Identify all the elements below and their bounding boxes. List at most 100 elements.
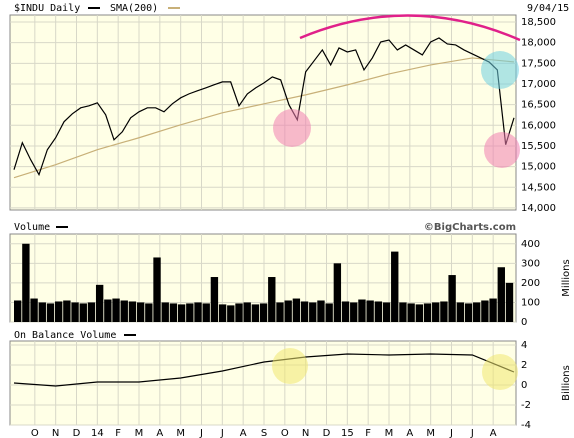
volume-bar xyxy=(218,304,227,322)
x-tick-label: D xyxy=(73,428,81,438)
volume-bar xyxy=(415,304,424,322)
volume-bar xyxy=(341,301,350,322)
x-tick-label: M xyxy=(385,428,394,438)
volume-bar xyxy=(202,303,210,322)
volume-bar xyxy=(366,300,374,322)
volume-bar xyxy=(448,275,456,322)
x-tick-label: N xyxy=(302,428,309,438)
x-tick-label: A xyxy=(406,428,413,438)
mark-layer xyxy=(13,37,515,387)
x-tick-label: J xyxy=(199,428,203,438)
x-tick-label: A xyxy=(490,428,497,438)
volume-bar xyxy=(169,303,178,322)
volume-bar xyxy=(423,303,432,322)
volume-bar xyxy=(464,303,473,322)
x-tick-label: A xyxy=(156,428,163,438)
y-tick-label: 15,500 xyxy=(521,141,556,152)
volume-bar xyxy=(161,302,169,322)
volume-bar xyxy=(276,302,284,322)
x-tick-label: F xyxy=(365,428,371,438)
price-panel xyxy=(9,14,517,211)
volume-bar xyxy=(128,301,137,322)
price-line xyxy=(13,37,515,177)
watermark: ©BigCharts.com xyxy=(424,222,516,233)
volume-bar xyxy=(505,282,514,322)
volume-bar xyxy=(473,302,481,322)
volume-bar xyxy=(54,301,63,322)
volume-bar xyxy=(46,303,55,322)
highlight-circle xyxy=(482,354,518,390)
volume-bar xyxy=(30,298,38,322)
volume-bar xyxy=(153,257,161,322)
legend-label: $INDU Daily xyxy=(14,3,80,14)
volume-bar xyxy=(87,302,96,322)
y-tick-label: 17,000 xyxy=(521,79,556,90)
volume-bar xyxy=(104,299,112,322)
volume-bar xyxy=(382,302,391,322)
y-tick-label: 0 xyxy=(521,380,527,391)
volume-bar xyxy=(210,277,219,322)
volume-bar xyxy=(399,302,407,322)
y-axis-label: Billions xyxy=(561,365,572,401)
volume-bar xyxy=(38,302,46,322)
y-tick-label: 14,500 xyxy=(521,182,556,193)
x-tick-label: M xyxy=(426,428,435,438)
y-tick-label: 14,000 xyxy=(521,203,556,214)
x-tick-label: O xyxy=(31,428,39,438)
y-tick-label: 4 xyxy=(521,340,527,351)
y-tick-label: 2 xyxy=(521,360,527,371)
date-label: 9/04/15 xyxy=(527,3,569,14)
x-tick-label: 14 xyxy=(91,428,104,438)
y-tick-label: 17,500 xyxy=(521,58,556,69)
volume-bar xyxy=(333,263,342,322)
highlight-circle xyxy=(272,348,308,384)
volume-bar xyxy=(112,298,120,322)
volume-bar xyxy=(136,302,145,322)
y-axis-label: Millions xyxy=(561,259,572,296)
volume-bar xyxy=(95,284,104,322)
volume-bar xyxy=(120,300,128,322)
y-tick-label: -2 xyxy=(521,400,531,411)
volume-bar xyxy=(145,303,153,322)
volume-bar xyxy=(456,302,464,322)
volume-bar xyxy=(227,305,235,322)
legend-label: SMA(200) xyxy=(110,3,158,14)
volume-bar xyxy=(235,303,243,322)
volume-bar xyxy=(177,304,186,322)
volume-bar xyxy=(432,302,440,322)
volume-bar xyxy=(317,300,325,322)
highlight-circle xyxy=(484,132,520,168)
y-tick-label: 100 xyxy=(521,297,540,308)
highlight-circle xyxy=(481,51,519,89)
price-line xyxy=(13,353,515,387)
volume-bar xyxy=(71,302,79,322)
volume-bar xyxy=(325,303,333,322)
volume-bar xyxy=(259,303,268,322)
volume-bar xyxy=(440,301,448,322)
y-tick-label: 0 xyxy=(521,317,527,328)
x-tick-label: M xyxy=(176,428,185,438)
volume-bar xyxy=(63,300,71,322)
y-tick-label: 16,500 xyxy=(521,100,556,111)
x-tick-label: J xyxy=(470,428,474,438)
volume-bar xyxy=(391,251,399,322)
y-tick-label: 15,000 xyxy=(521,162,556,173)
volume-bar xyxy=(22,243,30,322)
volume-bar xyxy=(407,303,415,322)
volume-bar xyxy=(358,299,366,322)
y-tick-label: 18,500 xyxy=(521,17,556,28)
trend-arc xyxy=(299,14,521,42)
x-tick-label: N xyxy=(52,428,59,438)
y-tick-label: 16,000 xyxy=(521,120,556,131)
y-tick-label: -4 xyxy=(521,420,531,431)
volume-bar xyxy=(284,300,292,322)
y-tick-label: 18,000 xyxy=(521,38,556,49)
highlight-circle xyxy=(273,109,311,147)
price-line xyxy=(13,57,515,179)
volume-bar xyxy=(243,302,251,322)
volume-bar xyxy=(309,302,317,322)
volume-bar xyxy=(79,303,87,322)
volume-bar xyxy=(292,298,301,322)
x-tick-label: A xyxy=(240,428,247,438)
